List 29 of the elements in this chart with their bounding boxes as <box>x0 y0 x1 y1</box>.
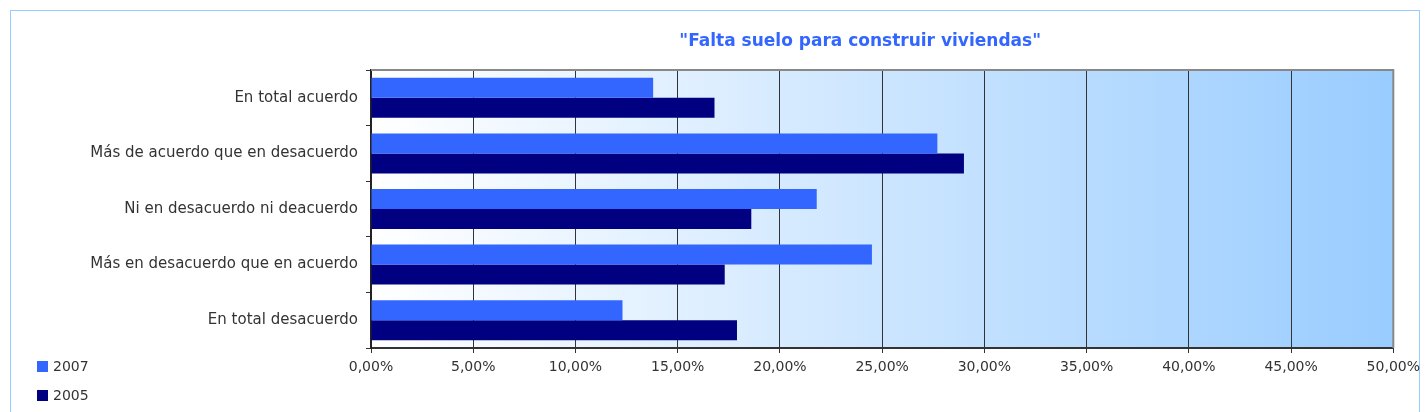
chart-title: "Falta suelo para construir viviendas" <box>679 30 1041 51</box>
bar <box>371 320 737 341</box>
x-tick-label: 30,00% <box>957 358 1012 375</box>
y-tick-label: En total acuerdo <box>234 87 358 106</box>
x-tick-label: 45,00% <box>1264 358 1318 375</box>
y-tick-label: Más en desacuerdo que en acuerdo <box>90 254 358 273</box>
bar <box>371 188 817 209</box>
y-tick-label: En total desacuerdo <box>207 310 358 329</box>
x-tick-label: 0,00% <box>348 358 394 375</box>
x-tick-label: 40,00% <box>1162 358 1216 375</box>
x-tick-label: 10,00% <box>548 358 603 375</box>
legend-label: 2007 <box>53 357 89 374</box>
bar <box>371 264 725 285</box>
bar <box>371 133 938 154</box>
bar <box>371 153 964 174</box>
legend-label: 2005 <box>53 386 89 403</box>
bar <box>371 244 872 265</box>
bar <box>371 97 715 118</box>
y-tick-label: Ni en desacuerdo ni deacuerdo <box>124 198 358 217</box>
x-tick-label: 5,00% <box>450 358 496 375</box>
x-tick-label: 50,00% <box>1366 358 1420 375</box>
bar <box>371 300 623 321</box>
x-tick-label: 20,00% <box>753 358 807 375</box>
bar <box>371 77 654 98</box>
y-tick-label: Más de acuerdo que en desacuerdo <box>90 143 358 162</box>
x-tick-label: 25,00% <box>855 358 909 375</box>
x-tick-label: 35,00% <box>1059 358 1114 375</box>
bar <box>371 209 752 230</box>
x-tick-label: 15,00% <box>651 358 705 375</box>
